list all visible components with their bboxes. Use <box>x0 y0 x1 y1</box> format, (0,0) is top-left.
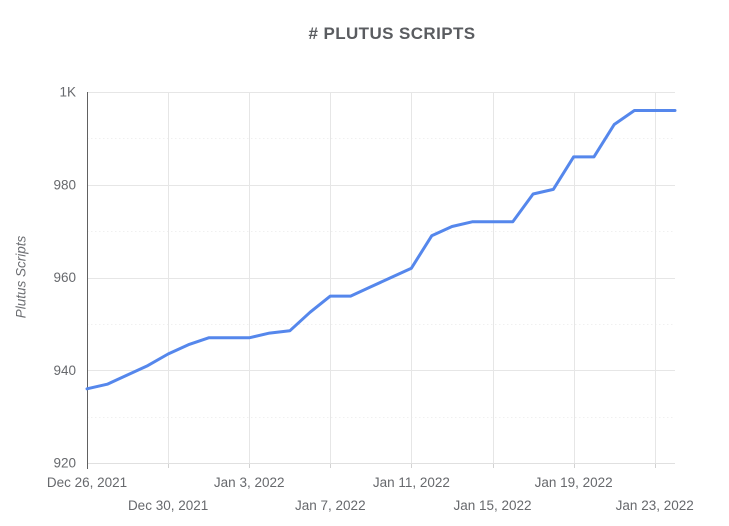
y-tick-label: 940 <box>53 363 76 378</box>
x-tick-label: Jan 19, 2022 <box>535 475 613 490</box>
x-tick-label: Jan 23, 2022 <box>616 498 694 513</box>
x-tick-label: Dec 30, 2021 <box>128 498 208 513</box>
x-tick-label: Dec 26, 2021 <box>47 475 127 490</box>
x-tick-label: Jan 15, 2022 <box>453 498 531 513</box>
chart-line <box>85 109 677 391</box>
x-tick-label: Jan 7, 2022 <box>295 498 366 513</box>
x-tick-label: Jan 3, 2022 <box>214 475 285 490</box>
y-tick-label: 960 <box>53 270 76 285</box>
y-tick-label: 1K <box>59 85 76 100</box>
y-tick-label: 980 <box>53 177 76 192</box>
y-tick-label: 920 <box>53 456 76 471</box>
x-tick-label: Jan 11, 2022 <box>373 475 450 490</box>
chart-title: # PLUTUS SCRIPTS <box>308 24 476 43</box>
